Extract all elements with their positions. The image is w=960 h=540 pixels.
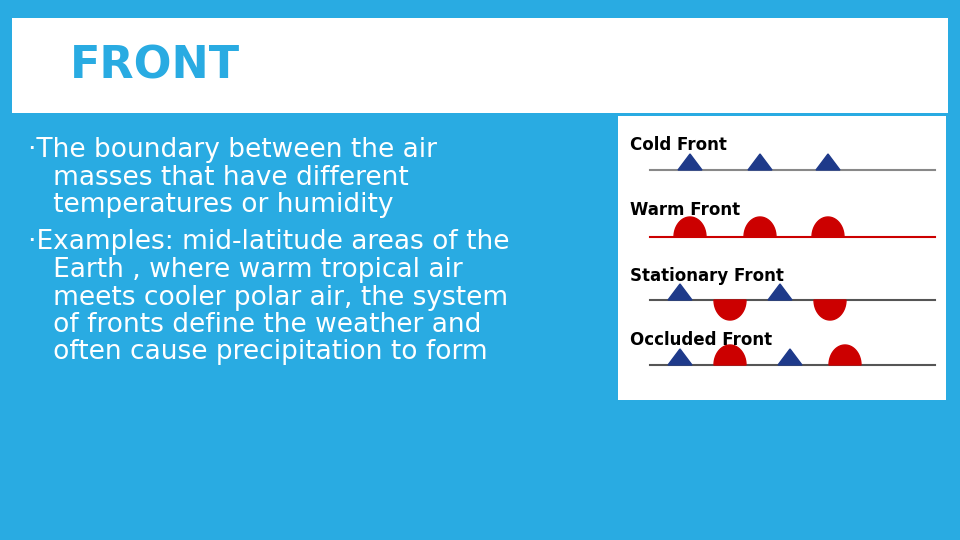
Text: Cold Front: Cold Front <box>630 136 727 154</box>
Text: masses that have different: masses that have different <box>28 165 409 191</box>
Text: often cause precipitation to form: often cause precipitation to form <box>28 339 488 365</box>
Text: of fronts define the weather and: of fronts define the weather and <box>28 312 481 338</box>
Bar <box>12 18 948 113</box>
Text: ·Examples: mid-latitude areas of the: ·Examples: mid-latitude areas of the <box>28 229 510 255</box>
Text: ·The boundary between the air: ·The boundary between the air <box>28 137 437 163</box>
Bar <box>12 113 948 528</box>
Bar <box>0 0 12 540</box>
Polygon shape <box>674 217 706 237</box>
Text: Occluded Front: Occluded Front <box>630 331 772 349</box>
Bar <box>0 0 960 18</box>
Polygon shape <box>668 284 692 300</box>
Polygon shape <box>814 300 846 320</box>
Polygon shape <box>748 154 772 170</box>
Polygon shape <box>816 154 840 170</box>
Polygon shape <box>829 345 861 365</box>
Text: Warm Front: Warm Front <box>630 201 740 219</box>
Polygon shape <box>668 349 692 365</box>
Text: Stationary Front: Stationary Front <box>630 267 784 285</box>
Polygon shape <box>778 349 802 365</box>
Polygon shape <box>768 284 792 300</box>
Bar <box>0 528 960 540</box>
Polygon shape <box>714 345 746 365</box>
Text: FRONT: FRONT <box>70 44 240 87</box>
Polygon shape <box>744 217 776 237</box>
Bar <box>948 0 960 540</box>
Polygon shape <box>678 154 702 170</box>
Text: meets cooler polar air, the system: meets cooler polar air, the system <box>28 285 508 311</box>
Text: temperatures or humidity: temperatures or humidity <box>28 192 394 218</box>
Polygon shape <box>714 300 746 320</box>
Polygon shape <box>812 217 844 237</box>
Bar <box>618 116 946 400</box>
Text: Earth , where warm tropical air: Earth , where warm tropical air <box>28 257 463 283</box>
